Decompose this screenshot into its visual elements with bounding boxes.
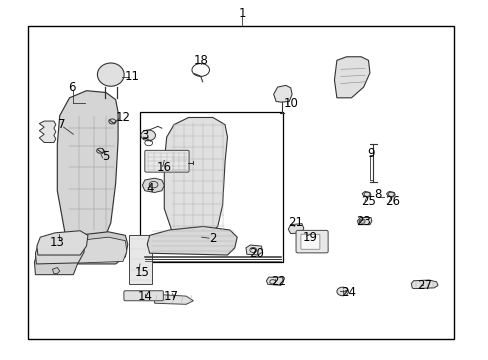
Text: 3: 3 [141,129,148,142]
Text: 22: 22 [270,275,285,288]
FancyBboxPatch shape [295,230,327,253]
Text: 5: 5 [102,150,109,163]
Text: 9: 9 [366,147,374,160]
Text: 7: 7 [58,118,66,131]
Bar [140,112,283,262]
Polygon shape [37,231,88,255]
Text: 25: 25 [360,195,375,208]
Text: 8: 8 [374,188,381,201]
Polygon shape [273,85,291,102]
FancyBboxPatch shape [144,150,189,172]
Polygon shape [50,237,126,264]
Text: 19: 19 [302,231,317,244]
Polygon shape [147,226,237,255]
Text: 13: 13 [50,236,64,249]
Text: 24: 24 [341,286,356,299]
Polygon shape [245,245,262,255]
Polygon shape [287,224,303,234]
Text: 21: 21 [287,216,303,229]
Text: 10: 10 [283,97,298,110]
Text: 15: 15 [135,266,149,279]
Polygon shape [39,121,56,143]
Bar [128,235,152,284]
Text: 12: 12 [115,111,130,124]
Text: 6: 6 [68,81,76,94]
Text: 16: 16 [157,161,171,174]
Polygon shape [164,117,227,239]
Text: 4: 4 [145,183,153,195]
Polygon shape [57,91,118,251]
FancyBboxPatch shape [123,291,163,301]
Polygon shape [410,280,437,289]
FancyBboxPatch shape [300,234,319,249]
Polygon shape [34,246,79,275]
Polygon shape [142,178,164,193]
Text: 17: 17 [164,289,179,303]
Polygon shape [266,277,283,285]
Circle shape [141,130,155,141]
Polygon shape [386,192,394,197]
Polygon shape [334,57,369,98]
Text: 20: 20 [249,247,264,260]
Polygon shape [35,237,85,264]
Text: 18: 18 [193,54,208,67]
Ellipse shape [97,63,124,86]
Polygon shape [357,217,371,225]
Polygon shape [362,192,370,197]
Polygon shape [50,232,127,264]
Text: 14: 14 [137,289,152,303]
Text: 23: 23 [355,215,370,228]
Text: 1: 1 [238,8,245,21]
Polygon shape [52,267,60,274]
Text: 26: 26 [385,195,400,208]
Text: 2: 2 [209,233,216,246]
Circle shape [336,287,348,296]
Polygon shape [154,294,193,304]
Bar [28,26,453,339]
Text: 11: 11 [125,70,140,83]
Text: 27: 27 [416,279,431,292]
